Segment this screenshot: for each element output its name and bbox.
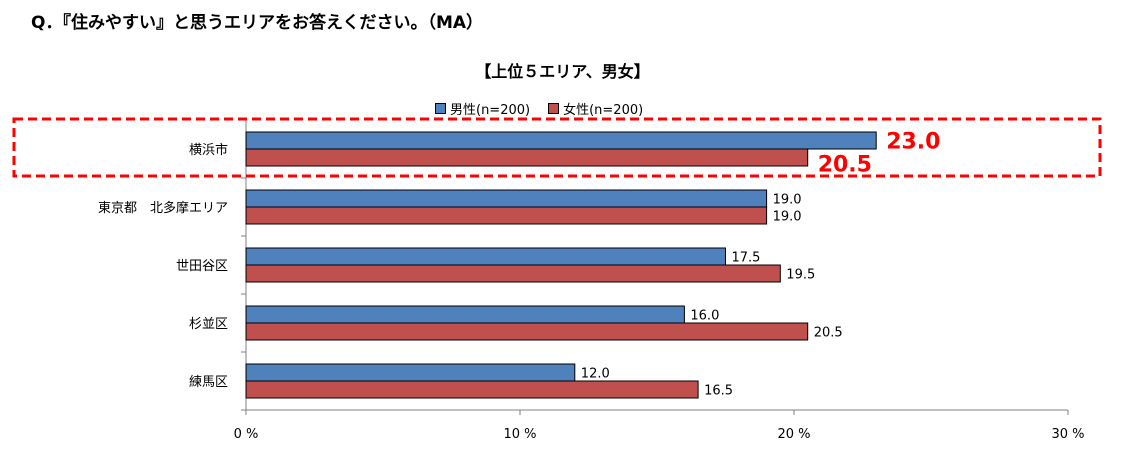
- category-label: 杉並区: [189, 317, 228, 332]
- bar-female: [245, 148, 809, 167]
- x-tick-label: 0 %: [234, 427, 259, 442]
- data-label: 20.5: [814, 326, 843, 341]
- data-label: 19.0: [773, 193, 802, 208]
- data-label: 19.5: [786, 268, 815, 283]
- data-label: 16.5: [704, 384, 733, 399]
- chart-subtitle: 【上位５エリア、男女】: [475, 62, 650, 81]
- legend-swatch-female: [548, 103, 560, 114]
- bar-male: [245, 189, 768, 208]
- bar-female: [245, 322, 809, 341]
- data-label: 20.5: [818, 153, 872, 178]
- legend-swatch-male: [435, 103, 446, 114]
- data-label: 23.0: [886, 130, 940, 155]
- highlight-box: [12, 117, 1102, 178]
- x-tick-label: 20 %: [777, 427, 810, 442]
- bar-female: [245, 206, 768, 225]
- x-tick-label: 30 %: [1051, 427, 1084, 442]
- data-label: 19.0: [773, 210, 802, 225]
- legend-item-female: 女性(n=200): [548, 99, 643, 118]
- category-label: 横浜市: [189, 142, 228, 158]
- question-text: Q．『住みやすい』と思うエリアをお答えください。（MA）: [31, 13, 484, 33]
- data-label: 17.5: [732, 251, 761, 266]
- bar-male: [245, 247, 726, 266]
- category-label: 東京都 北多摩エリア: [98, 200, 228, 216]
- bar-male: [245, 363, 576, 382]
- legend-item-male: 男性(n=200): [435, 99, 530, 118]
- category-label: 世田谷区: [176, 259, 228, 274]
- data-label: 12.0: [581, 367, 610, 382]
- bar-male: [245, 305, 685, 324]
- legend: 男性(n=200) 女性(n=200): [435, 99, 643, 118]
- bar-female: [245, 380, 699, 399]
- x-tick-label: 10 %: [503, 427, 536, 442]
- category-label: 練馬区: [189, 375, 228, 390]
- bar-male: [245, 131, 877, 150]
- legend-label-male: 男性(n=200): [450, 103, 531, 118]
- bar-female: [245, 264, 781, 283]
- legend-label-female: 女性(n=200): [563, 103, 644, 118]
- data-label: 16.0: [690, 309, 719, 324]
